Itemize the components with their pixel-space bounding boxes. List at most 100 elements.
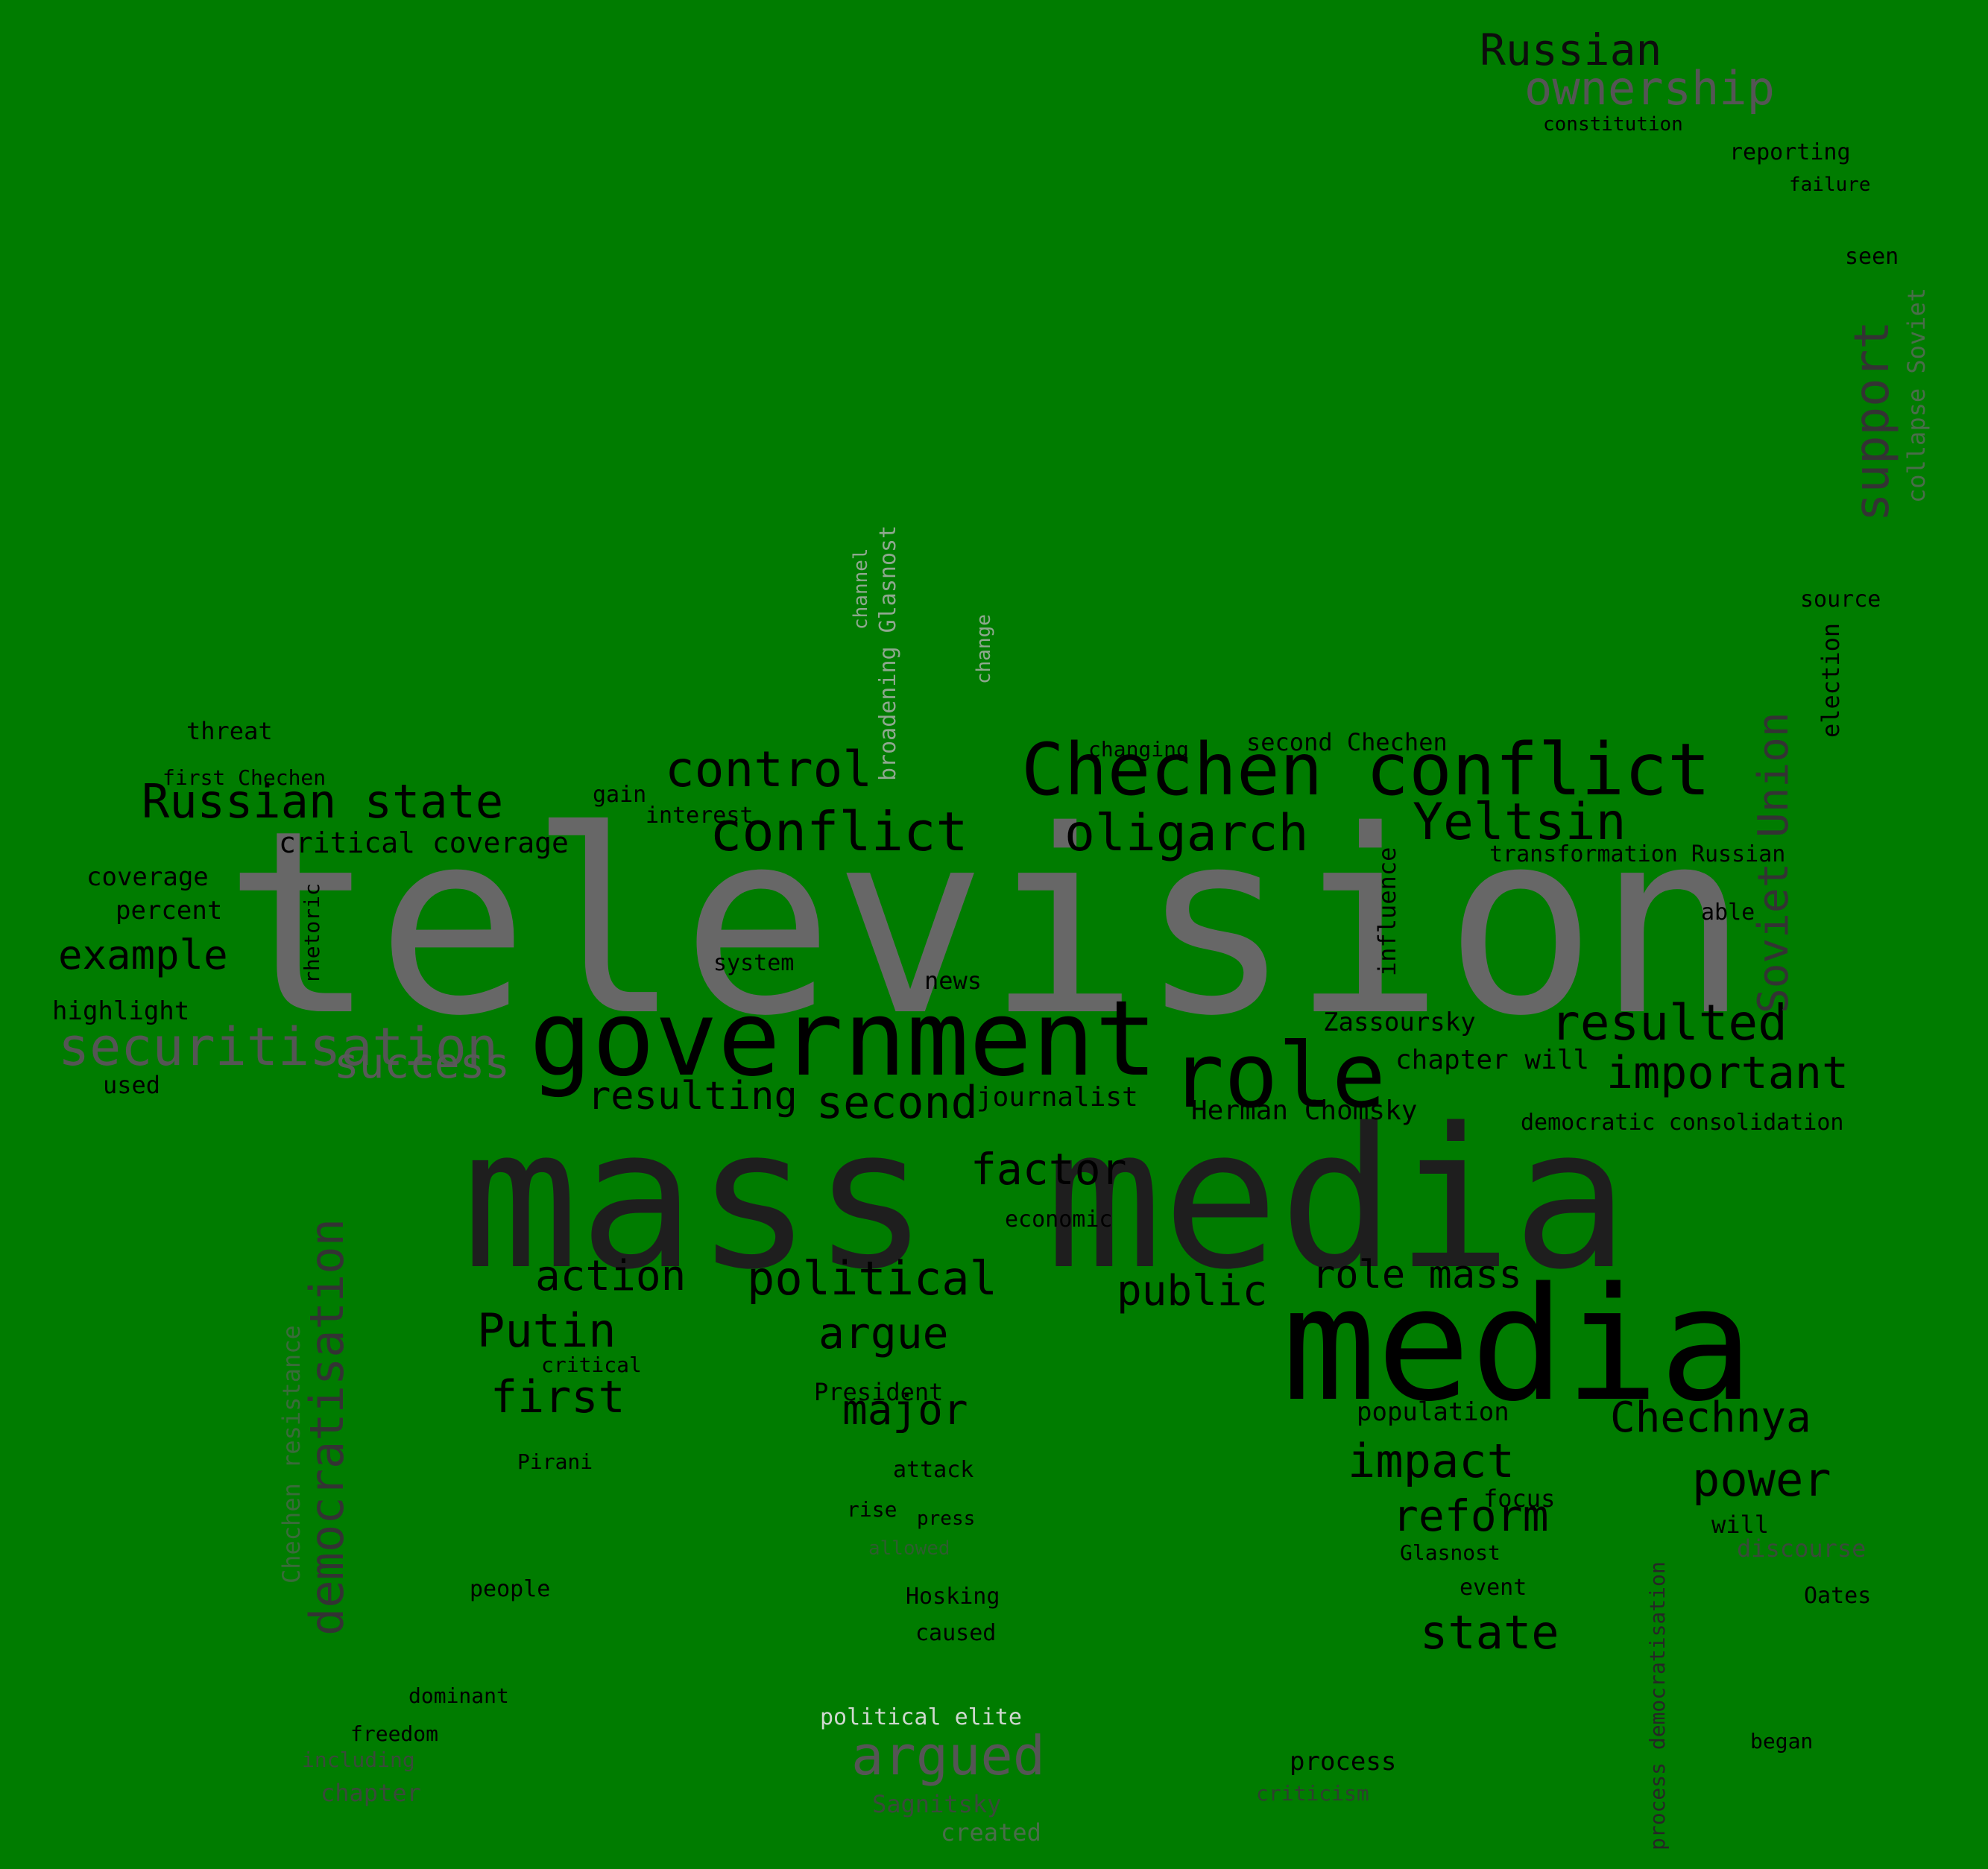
word-able: able — [1701, 899, 1755, 926]
word-chechen-conflict: Chechen conflict — [1021, 728, 1711, 812]
word-system: system — [713, 950, 795, 976]
word-caused: caused — [915, 1620, 997, 1646]
word-television: television — [224, 777, 1749, 1072]
word-highlight: highlight — [52, 996, 190, 1026]
word-chechnya: Chechnya — [1610, 1394, 1811, 1442]
word-constitution: constitution — [1543, 113, 1683, 136]
word-seen: seen — [1845, 244, 1899, 270]
word-pirani: Pirani — [517, 1449, 593, 1474]
word-role: role — [1170, 1025, 1386, 1128]
word-conflict: conflict — [710, 800, 968, 863]
word-impact: impact — [1348, 1434, 1515, 1488]
word-herman-chomsky: Herman Chomsky — [1191, 1095, 1418, 1126]
word-argue: argue — [818, 1308, 949, 1359]
word-news: news — [924, 967, 982, 995]
word-power: power — [1692, 1452, 1831, 1507]
word-securitisation: securitisation — [58, 1016, 499, 1078]
word-success: success — [334, 1040, 511, 1088]
word-example: example — [58, 932, 228, 978]
word-attack: attack — [893, 1457, 974, 1483]
word-hosking: Hosking — [906, 1584, 1000, 1610]
word-people: people — [470, 1576, 551, 1602]
word-russian: Russian — [1480, 25, 1662, 75]
word-process: process — [1290, 1747, 1397, 1777]
word-created: created — [941, 1818, 1041, 1847]
word-zassoursky: Zassoursky — [1323, 1008, 1476, 1037]
word-allowed: allowed — [868, 1537, 950, 1560]
word-public: public — [1117, 1267, 1268, 1315]
word-state: state — [1420, 1605, 1559, 1660]
word-yeltsin: Yeltsin — [1413, 793, 1626, 852]
word-journalist: journalist — [976, 1082, 1138, 1113]
word-first: first — [490, 1371, 625, 1423]
word-first-chechen: first Chechen — [162, 765, 326, 790]
word-president: President — [814, 1378, 944, 1406]
word-sagnitsky: Sagnitsky — [872, 1790, 1002, 1818]
word-chapter: chapter — [321, 1779, 421, 1807]
word-important: important — [1606, 1047, 1849, 1099]
word-percent: percent — [116, 896, 223, 926]
word-political: political — [747, 1251, 997, 1306]
word-reporting: reporting — [1729, 139, 1851, 165]
word-dominant: dominant — [408, 1683, 509, 1708]
word-glasnost: Glasnost — [1400, 1540, 1501, 1565]
word-action: action — [535, 1252, 687, 1300]
word-chechen-resistance: Chechen resistance — [277, 1325, 306, 1584]
word-reform: reform — [1392, 1490, 1549, 1541]
word-coverage: coverage — [86, 862, 209, 892]
word-event: event — [1460, 1575, 1527, 1601]
word-economic: economic — [1005, 1207, 1113, 1233]
word-interest: interest — [646, 803, 754, 829]
word-support: support — [1845, 320, 1900, 522]
word-oligarch: oligarch — [1064, 804, 1309, 863]
word-rise: rise — [847, 1497, 897, 1522]
word-source: source — [1800, 586, 1881, 613]
word-focus: focus — [1483, 1484, 1556, 1513]
word-oates: Oates — [1804, 1583, 1872, 1609]
word-putin: Putin — [477, 1303, 616, 1358]
word-freedom: freedom — [350, 1721, 439, 1746]
word-second-chechen: second Chechen — [1246, 728, 1448, 756]
word-began: began — [1750, 1729, 1814, 1753]
word-failure: failure — [1789, 174, 1871, 196]
word-ownership: ownership — [1524, 61, 1775, 116]
word-population: population — [1357, 1397, 1509, 1427]
word-critical-coverage: critical coverage — [279, 826, 569, 859]
word-transformation-russian: transformation Russian — [1489, 841, 1786, 867]
word-rhetoric: rhetoric — [300, 883, 324, 984]
word-democratic-consolidation: democratic consolidation — [1521, 1110, 1844, 1136]
word-change: change — [973, 614, 995, 684]
word-political-elite: political elite — [820, 1704, 1022, 1730]
word-gain: gain — [593, 782, 647, 808]
word-mass-media: mass media — [462, 1087, 1629, 1312]
word-second: second — [816, 1077, 978, 1129]
word-election: election — [1817, 622, 1845, 738]
word-argued: argued — [851, 1724, 1046, 1787]
word-collapse-soviet: collapse Soviet — [1902, 288, 1931, 503]
word-resulting: resulting — [587, 1074, 798, 1119]
word-media: media — [1282, 1253, 1754, 1436]
word-discourse: discourse — [1737, 1534, 1866, 1563]
word-channel: channel — [850, 548, 872, 630]
word-factor: factor — [971, 1144, 1127, 1195]
word-role-mass: role mass — [1312, 1253, 1522, 1297]
word-chapter-will: chapter will — [1395, 1045, 1590, 1075]
word-including: including — [302, 1748, 415, 1772]
word-influence: influence — [1373, 847, 1401, 976]
word-changing: changing — [1088, 737, 1189, 762]
word-criticism: criticism — [1256, 1781, 1369, 1806]
word-government: government — [529, 978, 1158, 1100]
word-broadening-glasnost: broadening Glasnost — [875, 525, 901, 781]
word-resulted: resulted — [1550, 994, 1787, 1051]
word-process-democratisation: process democratisation — [1645, 1561, 1670, 1850]
word-democratisation: democratisation — [300, 1218, 354, 1636]
word-threat: threat — [186, 717, 273, 745]
word-will: will — [1711, 1511, 1770, 1539]
word-used: used — [103, 1071, 161, 1099]
word-critical: critical — [541, 1353, 642, 1377]
word-press: press — [917, 1508, 976, 1530]
word-major: major — [842, 1386, 968, 1435]
word-russian-state: Russian state — [142, 774, 504, 829]
word-control: control — [665, 741, 873, 798]
